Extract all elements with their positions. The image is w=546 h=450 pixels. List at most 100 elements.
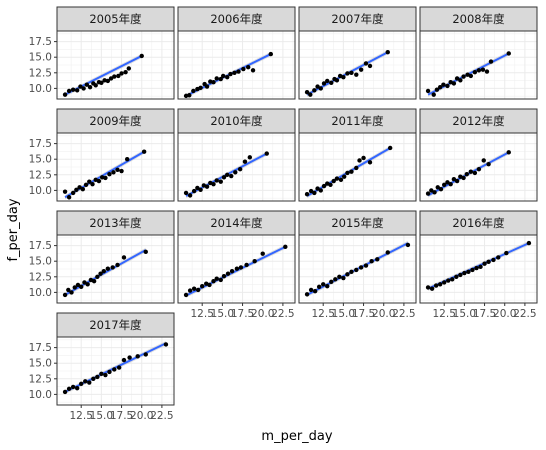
data-point	[187, 193, 193, 198]
data-point	[139, 53, 144, 59]
data-point	[464, 171, 469, 177]
data-point	[111, 170, 116, 175]
data-point	[358, 265, 364, 270]
data-point	[363, 263, 369, 268]
data-point	[135, 354, 140, 359]
data-point	[369, 259, 374, 264]
data-point	[84, 82, 90, 87]
data-point	[304, 89, 310, 95]
y-tick-label: 10.0	[29, 83, 52, 95]
data-point	[506, 51, 511, 56]
panel-border	[56, 132, 175, 202]
data-point	[481, 158, 486, 163]
data-point	[448, 181, 453, 187]
facet-strip	[419, 6, 538, 32]
data-point	[264, 151, 269, 156]
data-point	[461, 175, 466, 181]
data-point	[438, 186, 444, 192]
data-point	[143, 352, 148, 357]
facet-panel: 2013年度 10.0 12.5 15.0 17.5	[29, 210, 175, 304]
data-point	[207, 282, 212, 288]
data-point	[363, 61, 369, 66]
data-point	[472, 69, 478, 75]
data-point	[82, 280, 87, 285]
data-point	[325, 283, 330, 289]
data-point	[121, 357, 127, 363]
facet-strip-label: 2008年度	[452, 12, 505, 26]
data-point	[341, 74, 346, 80]
data-point	[442, 182, 447, 187]
data-point	[200, 283, 205, 289]
data-point	[70, 190, 76, 196]
facet-strip-label: 2010年度	[210, 114, 263, 128]
data-point	[328, 182, 333, 187]
data-point	[437, 84, 443, 90]
data-point	[220, 73, 226, 79]
data-point	[385, 250, 390, 255]
data-point	[434, 87, 440, 92]
data-point	[472, 170, 478, 176]
x-tick-label: 15.0	[90, 410, 113, 422]
data-point	[349, 70, 354, 75]
data-point	[121, 255, 127, 260]
data-point	[268, 51, 273, 57]
data-point	[315, 186, 320, 191]
data-point	[74, 187, 79, 192]
data-point	[429, 286, 435, 291]
data-point	[454, 274, 459, 279]
facet-panel: 2015年度 12.515.017.520.022.5	[298, 210, 417, 320]
x-tick-label: 17.5	[352, 308, 375, 320]
x-tick-label: 12.5	[70, 410, 93, 422]
facet-strip	[419, 108, 538, 134]
data-point	[126, 66, 132, 71]
facet-strip-label: 2006年度	[210, 12, 263, 26]
data-point	[451, 81, 457, 86]
x-axis-title: m_per_day	[261, 429, 332, 444]
y-tick-label: 12.5	[29, 271, 52, 283]
data-point	[225, 271, 231, 276]
data-point	[218, 179, 223, 184]
x-tick-label: 20.0	[372, 308, 395, 320]
data-point	[325, 78, 330, 84]
y-tick-label: 17.5	[29, 36, 52, 48]
data-point	[308, 188, 314, 194]
data-point	[87, 179, 92, 184]
data-point	[246, 64, 251, 70]
data-point	[221, 175, 227, 180]
data-point	[331, 178, 336, 184]
data-point	[468, 169, 474, 174]
data-point	[357, 158, 362, 163]
data-point	[85, 282, 90, 287]
data-point	[482, 261, 487, 266]
facet-panel: 2006年度	[177, 6, 296, 100]
data-point	[112, 367, 117, 372]
data-point	[321, 282, 326, 287]
data-point	[75, 282, 81, 288]
data-point	[435, 185, 440, 190]
data-point	[83, 379, 88, 384]
data-point	[66, 195, 72, 200]
panel-border	[56, 336, 175, 406]
data-point	[496, 255, 501, 260]
data-point	[526, 240, 532, 246]
data-point	[321, 183, 327, 189]
data-point	[66, 386, 72, 391]
data-point	[195, 287, 201, 293]
data-point	[385, 50, 390, 55]
data-point	[125, 157, 130, 162]
data-point	[98, 271, 103, 276]
facet-strip-label: 2015年度	[331, 216, 384, 230]
data-point	[221, 273, 227, 279]
data-point	[318, 86, 323, 91]
data-point	[458, 272, 463, 278]
panel-border	[419, 132, 538, 202]
facet-strip-label: 2009年度	[89, 114, 142, 128]
y-tick-label: 17.5	[29, 240, 52, 252]
data-point	[204, 184, 210, 189]
data-point	[183, 190, 189, 196]
data-point	[476, 166, 482, 172]
data-point	[334, 176, 340, 181]
data-point	[96, 178, 102, 184]
data-point	[250, 68, 256, 73]
